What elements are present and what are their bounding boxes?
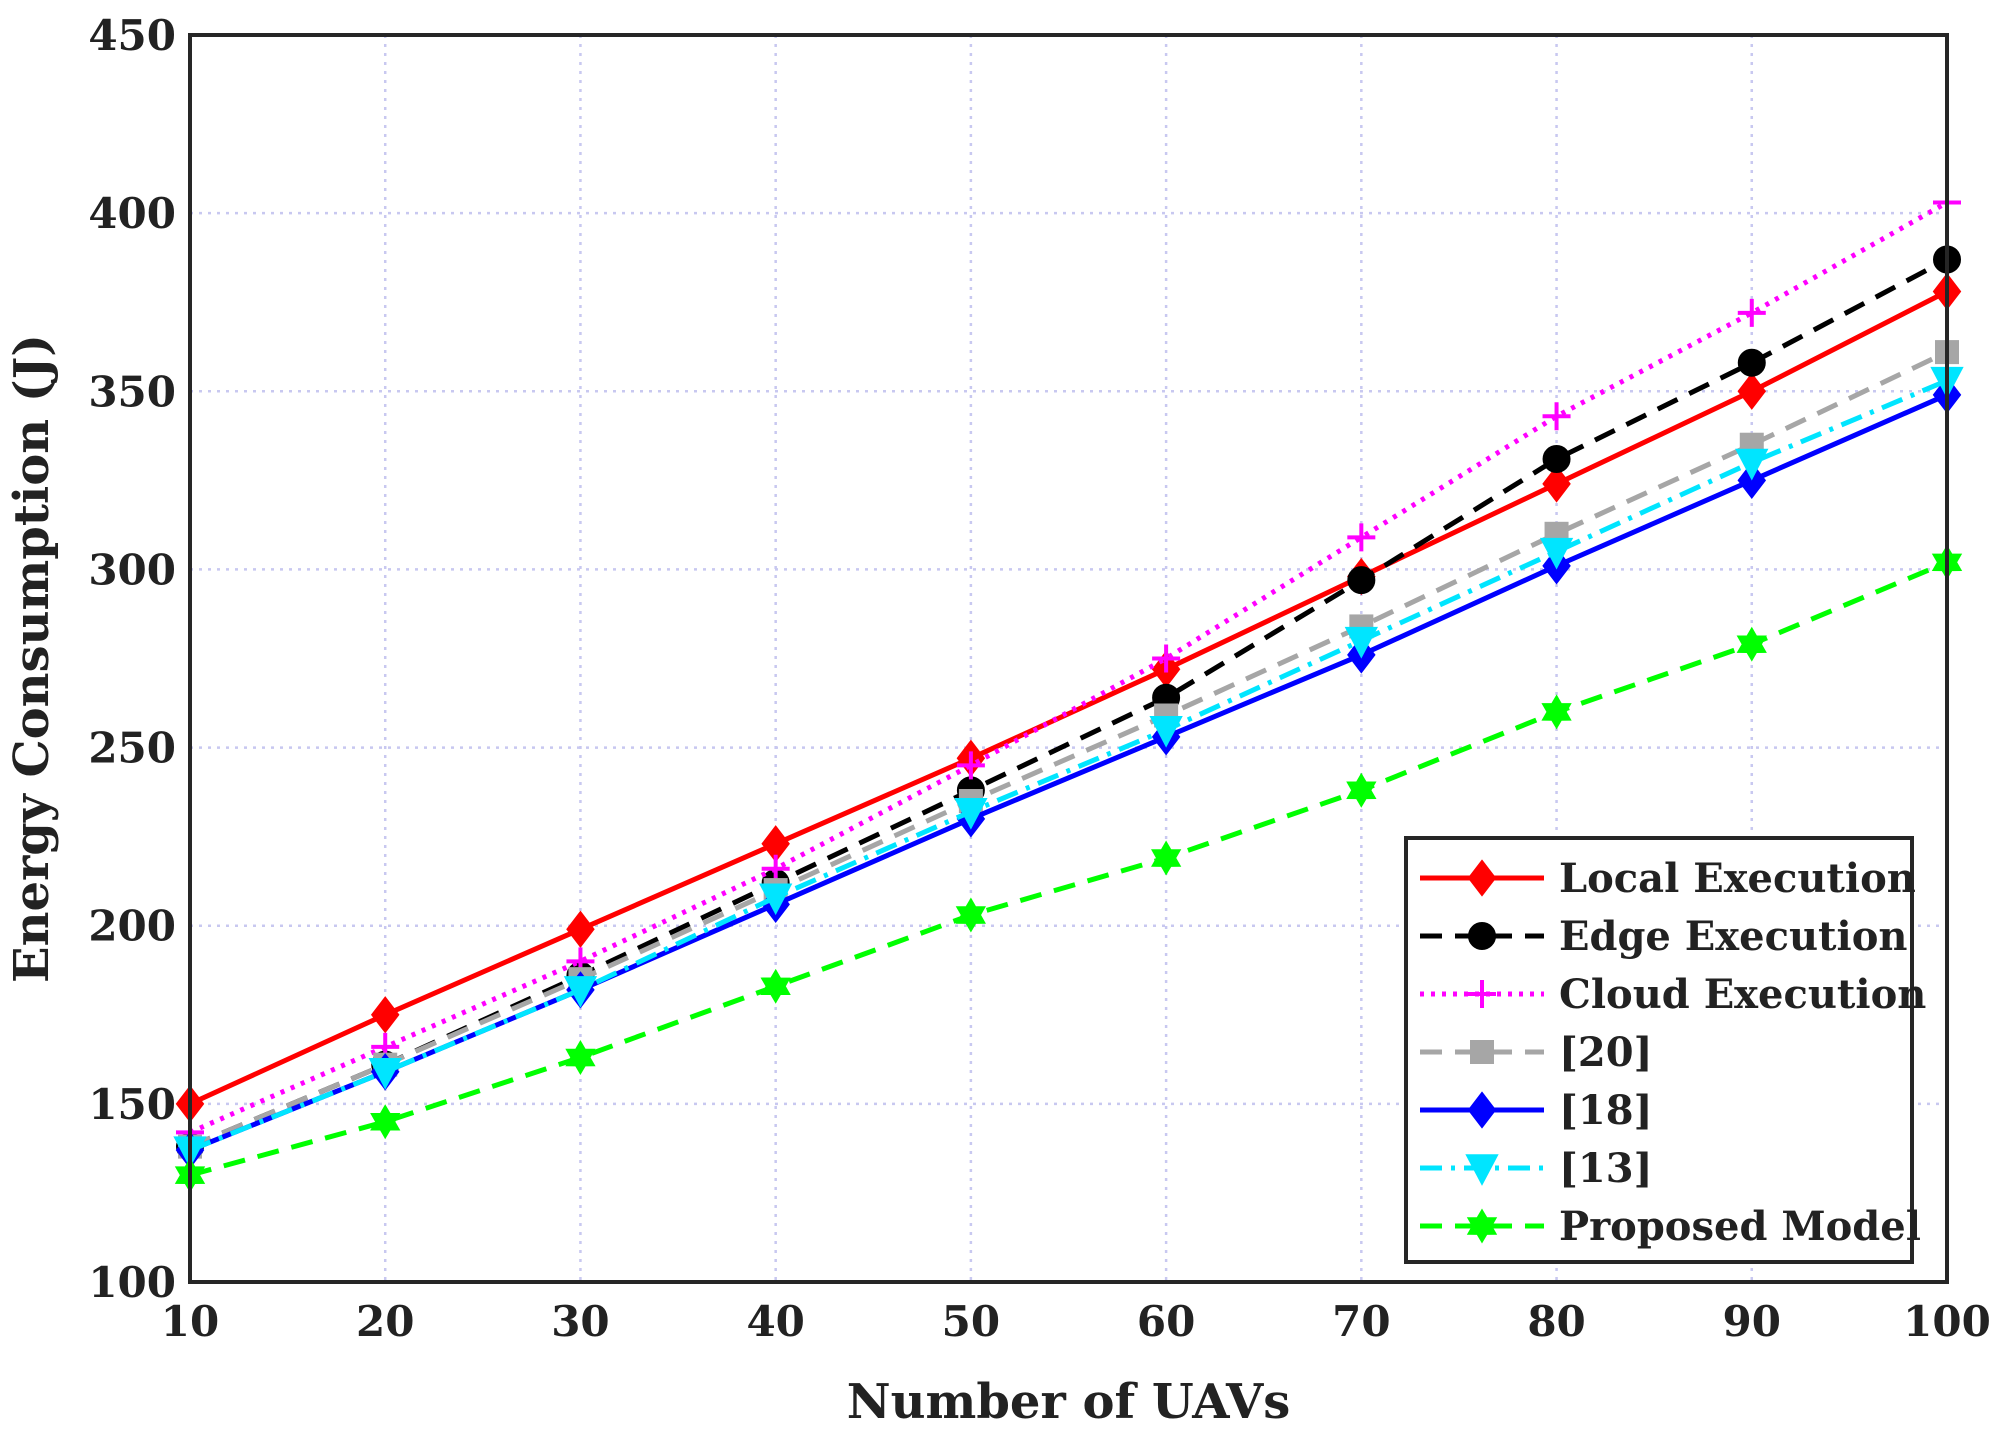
data-point — [1541, 694, 1572, 730]
data-point — [370, 996, 400, 1034]
data-point — [1344, 626, 1378, 659]
legend-label: [13] — [1559, 1145, 1653, 1192]
legend-marker — [1467, 859, 1497, 897]
data-point — [760, 968, 791, 1004]
data-point — [1542, 402, 1571, 431]
data-point — [1539, 537, 1574, 570]
x-tick-label: 60 — [1137, 1297, 1195, 1346]
data-point — [1737, 372, 1767, 410]
legend-entry: [20] — [1420, 1029, 1653, 1076]
x-axis-title: Number of UAVs — [847, 1374, 1290, 1430]
x-tick-label: 50 — [942, 1297, 1000, 1346]
series-line — [189, 349, 1949, 1149]
legend-label: [20] — [1559, 1029, 1653, 1076]
data-point — [1149, 716, 1183, 748]
legend-label: Local Execution — [1559, 855, 1916, 902]
legend-entry: Local Execution — [1420, 855, 1916, 902]
legend-marker — [1467, 1091, 1497, 1129]
data-point — [1152, 644, 1181, 673]
x-tick-label: 80 — [1527, 1297, 1585, 1346]
data-point — [368, 1058, 402, 1090]
legend-entry: Edge Execution — [1420, 913, 1907, 960]
y-tick-label: 400 — [88, 189, 176, 238]
data-point — [1151, 840, 1182, 876]
y-tick-label: 100 — [88, 1258, 176, 1307]
y-tick-label: 300 — [88, 545, 176, 594]
data-point — [954, 797, 988, 830]
x-tick-label: 40 — [746, 1297, 804, 1346]
y-tick-label: 200 — [88, 902, 176, 951]
legend-entry: [13] — [1420, 1145, 1653, 1192]
data-point — [955, 897, 986, 933]
series-line — [189, 559, 1948, 1178]
data-point — [565, 1040, 596, 1075]
data-point — [1737, 348, 1766, 377]
tick-labels: 10 20 30 40 50 60 70 80 90 100 100 150 200 250 300 350 4… — [88, 11, 1991, 1346]
legend-marker — [1468, 980, 1496, 1008]
legend-entry: Proposed Model — [1420, 1203, 1921, 1250]
series-6 — [174, 544, 1963, 1193]
series-5 — [173, 366, 1964, 1169]
data-point — [1347, 523, 1376, 552]
x-tick-label: 90 — [1723, 1297, 1781, 1346]
legend-marker — [1470, 1040, 1494, 1064]
y-tick-label: 450 — [88, 11, 176, 60]
x-tick-label: 20 — [356, 1297, 414, 1346]
series-line — [188, 200, 1949, 1135]
x-tick-label: 30 — [551, 1297, 609, 1346]
series-0 — [175, 272, 1962, 1123]
plot-frame — [188, 33, 1949, 1284]
legend-marker — [1465, 1154, 1499, 1186]
y-tick-label: 350 — [88, 367, 176, 416]
data-point — [1346, 772, 1377, 808]
legend-marker — [1468, 922, 1496, 950]
data-point — [1736, 626, 1767, 662]
series-line — [188, 289, 1949, 1107]
x-tick-label: 100 — [1903, 1297, 1991, 1346]
legend: Local Execution Edge Execution Cloud Execu… — [1404, 836, 1926, 1264]
y-tick-label: 150 — [88, 1080, 176, 1129]
data-point — [1542, 465, 1571, 503]
y-axis-title: Energy Consumption (J) — [4, 334, 60, 983]
data-point — [1347, 566, 1376, 595]
series-line — [189, 378, 1948, 1153]
data-point — [566, 910, 595, 948]
data-point — [1542, 444, 1571, 473]
data-point — [563, 976, 598, 1008]
y-tick-label: 250 — [88, 724, 176, 773]
data-point — [1737, 298, 1766, 327]
data-point — [956, 751, 985, 780]
x-tick-label: 70 — [1332, 1297, 1390, 1346]
legend-label: Cloud Execution — [1559, 971, 1926, 1018]
legend-marker — [1466, 1208, 1498, 1244]
x-tick-label: 10 — [161, 1297, 219, 1346]
legend-entry: [18] — [1420, 1087, 1653, 1134]
data-point — [370, 1104, 401, 1140]
legend-label: Edge Execution — [1559, 913, 1907, 960]
series-group — [173, 188, 1964, 1193]
data-point — [759, 883, 793, 916]
data-point — [1735, 448, 1769, 481]
legend-label: Proposed Model — [1559, 1203, 1921, 1250]
data-point — [761, 854, 790, 883]
legend-label: [18] — [1559, 1087, 1653, 1134]
legend-entry: Cloud Execution — [1420, 971, 1926, 1018]
